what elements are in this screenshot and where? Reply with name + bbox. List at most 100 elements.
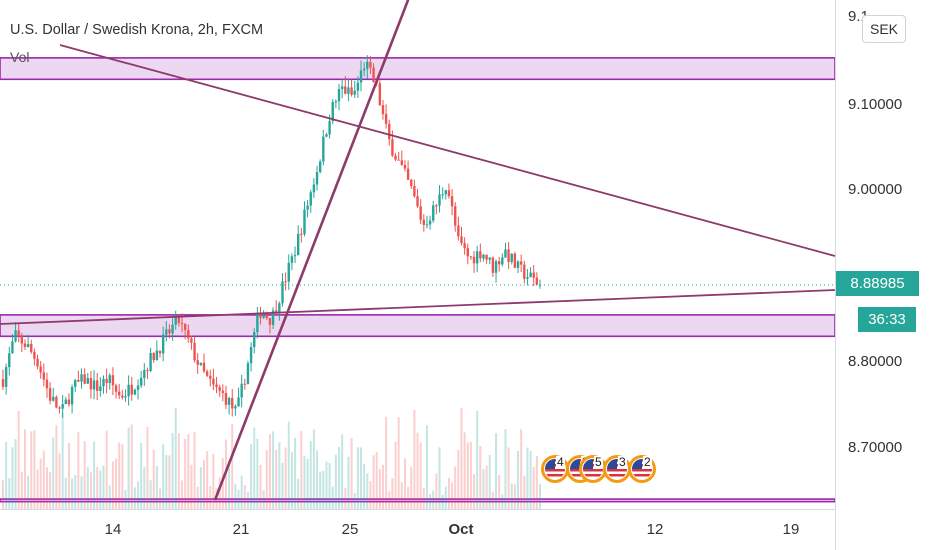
volume-bar [303,455,306,510]
volume-bar [416,432,419,510]
volume-bar [498,475,501,510]
time-label: 25 [341,521,359,538]
candle-body [529,272,532,278]
volume-bar [58,453,61,510]
chart-title: U.S. Dollar / Swedish Krona, 2h, FXCM [10,22,264,38]
candle-body [80,374,83,382]
candle-body [136,385,140,390]
candle-body [83,374,86,384]
candle-body [497,261,501,265]
event-marker[interactable]: 4 [541,455,569,483]
event-marker[interactable]: 2 [628,455,656,483]
volume-bar [363,464,366,510]
volume-bar [240,475,243,510]
candle-body [152,352,155,361]
candle-body [102,378,105,387]
candle-body [42,372,46,380]
candle-body [394,155,397,160]
candle-body [30,343,33,352]
candle-body [384,114,388,124]
candle-body [290,256,294,263]
volume-bar [482,469,485,510]
volume-bar [454,466,457,510]
volume-bar [331,486,334,510]
candle-body [519,261,523,265]
candle-body [425,224,429,226]
candle-body [463,243,466,249]
candle-body [391,139,394,156]
candle-body [278,303,281,313]
volume-bar [523,475,526,510]
event-marker[interactable]: 3 [603,455,631,483]
volume-bar [360,447,362,510]
candle-body [281,281,284,304]
volume-bar [124,489,127,510]
candle-body [469,256,473,258]
candle-body [158,350,162,354]
volume-bar [17,411,20,510]
trendline-ascending [0,289,835,325]
volume-bar [485,465,488,510]
volume-bar [165,454,168,510]
candle-body [293,255,297,257]
volume-bar [457,449,460,510]
candle-body [523,264,526,279]
candle-body [328,121,331,135]
volume-bar [30,431,33,510]
volume-bar [108,485,111,510]
volume-bar [212,453,215,510]
candle-body [356,82,360,91]
candle-body [196,360,199,365]
volume-bar [262,490,265,510]
volume-bar [479,446,482,510]
volume-bar [268,434,271,510]
candle-body [422,219,426,225]
volume-bar [353,493,356,510]
candle-body [190,338,193,343]
candle-body [504,249,507,258]
candle-body [174,315,177,325]
candle-body [218,387,221,391]
volume-bar [294,437,297,510]
candle-body [318,161,322,173]
candle-body [410,179,413,187]
volume-bar [152,449,155,510]
time-label: 19 [782,521,800,538]
candle-body [114,385,118,392]
candle-body [312,184,316,193]
candle-body [155,350,159,361]
volume-bar [419,442,422,510]
volume-bar [495,432,498,510]
candle-body [180,323,184,325]
candle-body [309,192,312,206]
price-zone [0,57,835,81]
price-label: 9.00000 [848,181,903,198]
candle-body [74,380,77,387]
volume-bar [89,472,92,510]
volume-bar [55,425,58,510]
volume-bar [466,442,469,510]
candle-body [11,341,14,354]
candle-body [4,367,8,387]
volume-bar [501,494,504,510]
candle-body [39,366,42,373]
volume-bar [400,482,403,510]
candle-body [127,384,130,397]
candle-body [406,168,410,180]
candle-body [300,233,303,235]
volume-bar [322,470,325,510]
candle-body [535,277,539,285]
volume-indicator-label[interactable]: Vol [10,49,30,65]
volume-bar [539,484,541,510]
volume-bar [432,490,435,510]
volume-bar [2,480,4,510]
currency-button[interactable]: SEK [862,15,906,43]
volume-bar [265,450,268,510]
candle-body [253,332,256,348]
volume-bar [184,438,187,510]
volume-bar [366,473,369,510]
volume-bar [372,455,375,510]
volume-bar [237,489,240,510]
volume-bar [52,437,55,510]
